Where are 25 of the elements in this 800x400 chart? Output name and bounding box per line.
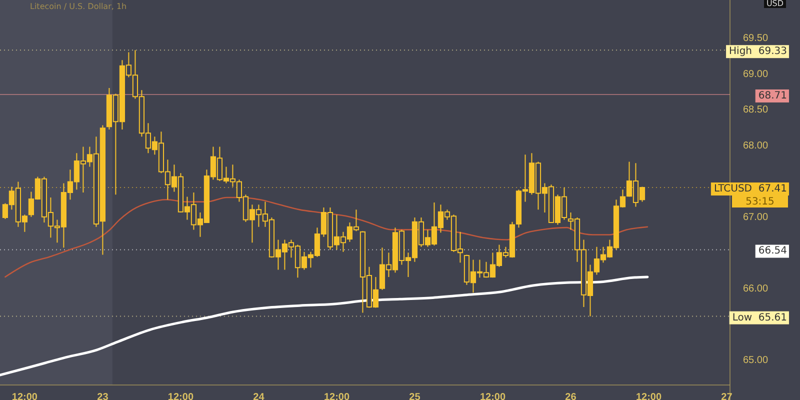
x-tick-label: 27 bbox=[721, 392, 733, 400]
x-tick-label: 25 bbox=[409, 392, 421, 400]
y-tick-label: 68.50 bbox=[743, 104, 768, 116]
y-tick-label: 68.00 bbox=[743, 140, 768, 152]
ref-line-label: 68.71 bbox=[758, 90, 787, 102]
text: 53:15 bbox=[746, 196, 774, 208]
x-tick-label: 26 bbox=[565, 392, 577, 400]
x-tick-label: 12:00 bbox=[636, 392, 662, 400]
y-tick-label: 67.00 bbox=[743, 212, 768, 224]
chart-title: Litecoin / U.S. Dollar, 1h bbox=[30, 2, 127, 11]
x-tick-label: 12:00 bbox=[168, 392, 194, 400]
x-tick-label: 12:00 bbox=[480, 392, 506, 400]
ref-line-label: LTCUSD 67.41 bbox=[714, 183, 787, 194]
ref-line-label: 66.54 bbox=[758, 246, 787, 257]
ref-line-label: High 69.33 bbox=[729, 46, 787, 58]
ref-line-label: Low 65.61 bbox=[732, 312, 787, 324]
y-tick-label: 69.50 bbox=[743, 33, 768, 44]
x-tick-label: 12:00 bbox=[12, 392, 38, 400]
x-tick-label: 12:00 bbox=[324, 392, 350, 400]
x-tick-label: 24 bbox=[253, 392, 265, 400]
y-axis-title: USD bbox=[766, 0, 784, 8]
x-tick-label: 23 bbox=[97, 392, 109, 400]
y-tick-label: 66.00 bbox=[743, 284, 768, 295]
y-tick-label: 69.00 bbox=[743, 68, 768, 80]
y-tick-label: 65.00 bbox=[743, 355, 768, 366]
